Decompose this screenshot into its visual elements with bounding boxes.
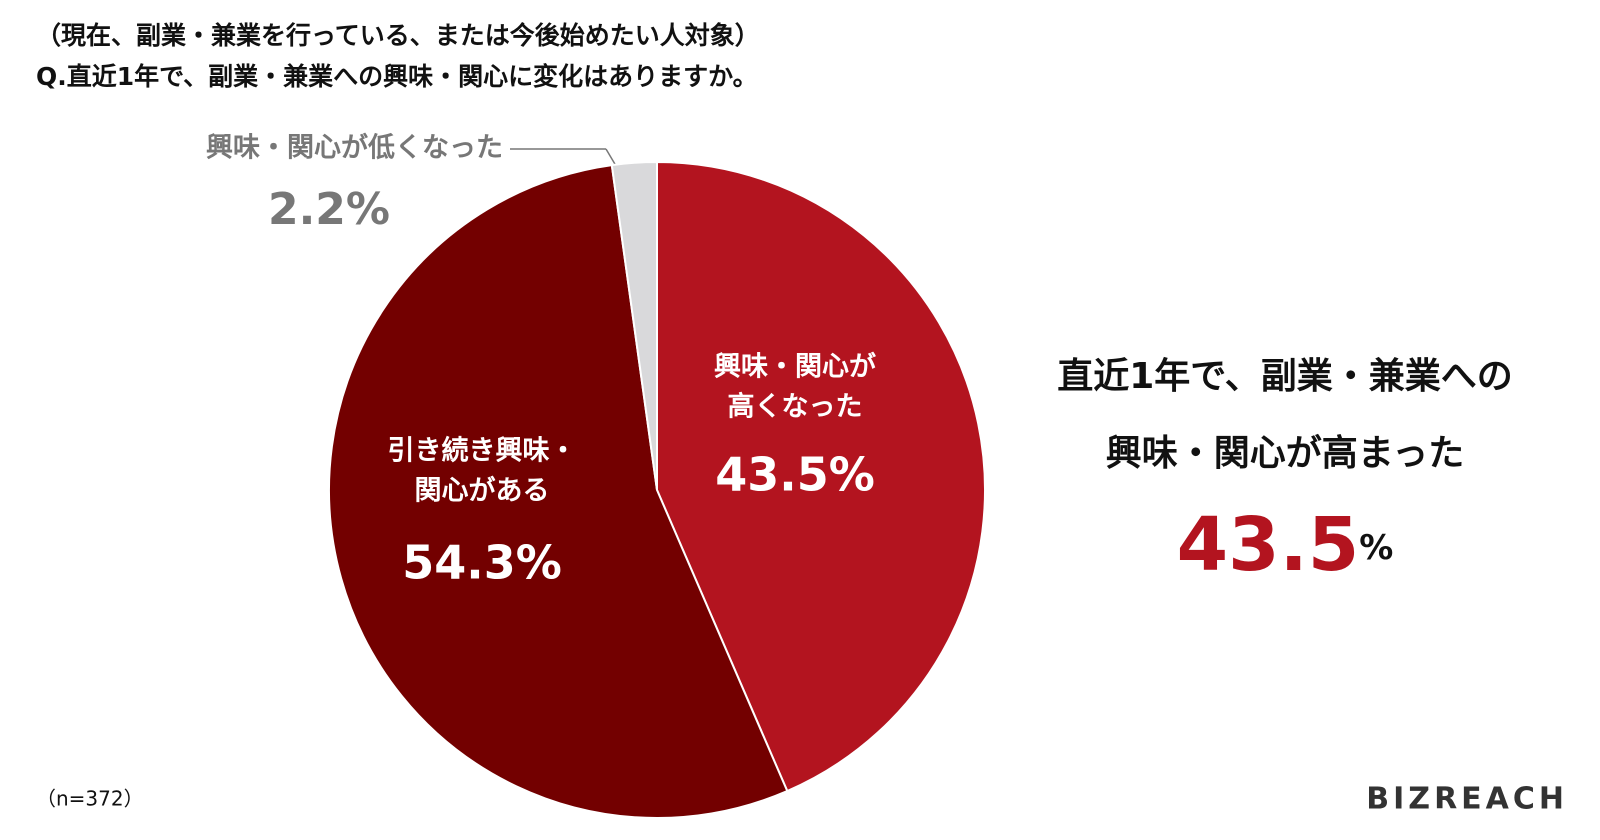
slice-label: 高くなった [728, 391, 863, 423]
slice-label: 興味・関心が [714, 351, 876, 383]
pie-slice [656, 160, 986, 793]
data-label: 2.2% [268, 184, 390, 235]
data-label: 54.3% [402, 536, 562, 590]
pie [328, 160, 986, 820]
chart-title: Q.直近1年で、副業・兼業への興味・関心に変化はありますか。 [36, 62, 758, 91]
data-label: 43.5% [715, 448, 875, 502]
slice-label: 興味・関心が低くなった [206, 132, 503, 164]
pie-slice [610, 160, 658, 491]
callout-number: 43.5 [1177, 502, 1360, 588]
callout-text: 直近1年で、副業・兼業への [1057, 356, 1513, 397]
callout-unit: % [1359, 528, 1393, 568]
chart-title: （現在、副業・兼業を行っている、または今後始めたい人対象） [36, 21, 760, 50]
slice-label: 関心がある [415, 475, 550, 507]
slice-label: 引き続き興味・ [388, 436, 577, 467]
pie-slice [328, 163, 789, 820]
callout-text: 興味・関心が高まった [1106, 433, 1465, 474]
sample-note: （n=372） [36, 787, 144, 811]
callout-value: 43.5% [1177, 502, 1394, 588]
logo: BIZREACH [1366, 782, 1568, 817]
